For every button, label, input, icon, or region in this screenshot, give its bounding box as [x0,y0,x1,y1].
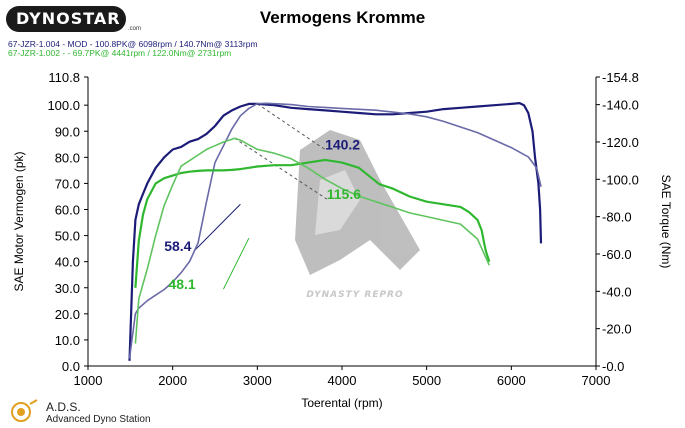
x-tick-label: 3000 [243,373,272,388]
y2-tick-label: -120.0 [602,135,639,150]
series-layer [128,101,543,361]
y-tick-label: 110.8 [48,70,80,85]
y2-tick-label: -20.0 [602,322,632,337]
x-tick-label: 6000 [497,373,526,388]
y-tick-label: 80.0 [55,150,80,165]
series-line-3 [134,137,491,344]
ads-logo-icon [11,399,38,422]
y-tick-label: 70.0 [55,176,80,191]
y2-tick-label: -60.0 [602,247,632,262]
y-tick-label: 20.0 [55,307,80,322]
y-tick-label: 10.0 [55,333,80,348]
run-info-original: 67-JZR-1.002 - - 69.7PK@ 4441rpm / 122.0… [8,48,232,58]
annotation-layer: 58.4 48.1 140.2 115.6 [164,137,361,293]
y2-tick-label: -154.8 [602,70,639,85]
x-tick-label: 7000 [582,373,611,388]
annotation-label: 140.2 [325,137,360,153]
annotation-line-140 [257,103,326,150]
chart-title: Vermogens Kromme [259,8,426,27]
y2-tick-label: -100.0 [602,172,639,187]
annotation-lines [193,103,328,290]
y-tick-label: 100.0 [47,98,80,113]
y2-tick-label: -80.0 [602,210,632,225]
series-line-0 [128,101,543,361]
x-tick-label: 2000 [158,373,187,388]
x-axis-label: Toerental (rpm) [301,396,382,410]
annotation-line-58 [193,203,241,252]
y-tick-label: 60.0 [55,203,80,218]
y2-tick-label: -0.0 [602,359,624,374]
run-info-mod: 67-JZR-1.004 - MOD - 100.8PK@ 6098rpm / … [8,39,258,49]
y-axis-label: SAE Motor Vermogen (pk) [12,151,26,291]
y2-tick-label: -40.0 [602,284,632,299]
x-tick-label: 4000 [328,373,357,388]
chart-axes: 1000 2000 3000 4000 5000 6000 7000 0.0 10.0 20.0 3… [12,70,673,410]
y-tick-label: 90.0 [55,124,80,139]
series-line-1 [128,102,542,359]
y-tick-label: 30.0 [55,281,80,296]
footer-subtitle: Advanced Dyno Station [46,414,151,425]
y-tick-label: 40.0 [55,255,80,270]
dynostar-logo: DYNOSTAR [6,6,126,32]
y2-tick-label: -140.0 [602,98,639,113]
logo-text: DYNOSTAR [16,9,121,28]
annotation-line-115 [234,137,328,200]
y-tick-label: 0.0 [62,359,80,374]
series-line-2 [134,158,491,288]
footer-title: A.D.S. [46,400,81,414]
dynasty-repro-watermark: DYNASTY REPRO [295,130,420,300]
annotation-line-48 [223,237,250,290]
watermark-text: DYNASTY REPRO [306,290,403,300]
annotation-label: 58.4 [164,238,191,254]
y2-axis-label: SAE Torque (Nm) [659,175,673,269]
x-tick-label: 5000 [412,373,441,388]
logo-subtext: .com [128,26,142,32]
x-tick-label: 1000 [74,373,103,388]
y-tick-label: 50.0 [55,229,80,244]
annotation-label: 115.6 [327,186,361,202]
annotation-label: 48.1 [168,276,195,292]
